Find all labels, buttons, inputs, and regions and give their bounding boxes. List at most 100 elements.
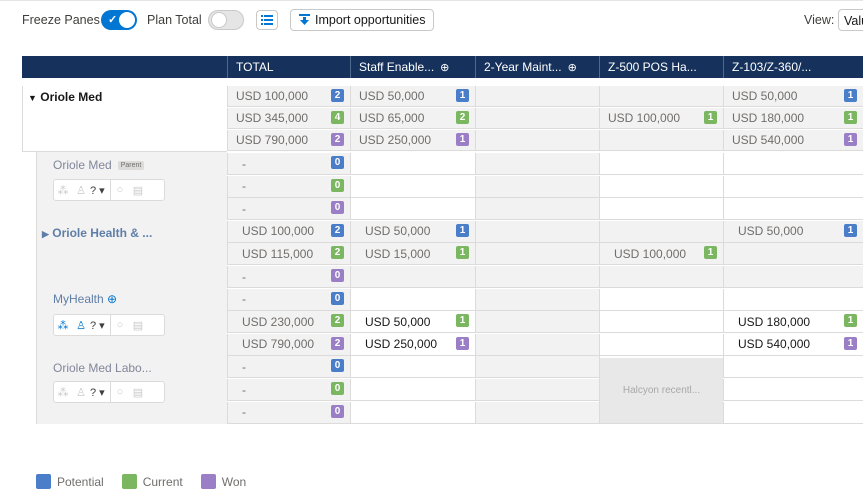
status-dropdown[interactable]: ? ▾ [90,319,105,332]
opportunity-cell[interactable]: USD 15,000 1 [350,243,475,266]
total-cell[interactable]: USD 790,000 2 [227,130,350,151]
opportunity-cell[interactable]: USD 50,000 1 [723,220,863,243]
total-cell[interactable]: USD 790,000 2 [227,333,350,356]
opportunity-cell[interactable] [350,153,475,175]
opportunity-cell[interactable] [475,175,599,198]
opportunity-cell[interactable] [723,288,863,311]
opportunity-cell[interactable] [599,266,723,288]
view-select[interactable]: Valu [838,9,863,31]
opportunity-cell[interactable]: USD 100,000 1 [599,243,723,266]
opportunity-cell[interactable] [350,288,475,311]
opportunity-cell[interactable]: USD 50,000 1 [350,86,475,107]
opportunity-cell[interactable]: USD 180,000 1 [723,311,863,334]
total-cell[interactable]: -0 [227,175,350,198]
opportunity-cell[interactable]: USD 540,000 1 [723,333,863,356]
opportunity-cell[interactable] [350,356,475,379]
status-dropdown[interactable]: ? ▾ [90,184,105,197]
opportunity-cell[interactable] [723,153,863,175]
total-cell[interactable]: -0 [227,356,350,379]
opportunity-cell[interactable] [599,153,723,175]
list-settings-button[interactable] [256,10,278,30]
opportunity-cell[interactable] [599,288,723,311]
opportunity-cell[interactable] [475,86,599,107]
account-row-oriole-med[interactable]: ▼ Oriole Med [28,90,102,104]
opportunity-cell[interactable]: USD 50,000 1 [350,220,475,243]
circle-icon[interactable]: ○ [116,386,124,398]
org-icon[interactable]: ♙ [76,386,86,399]
opportunity-cell[interactable] [350,379,475,401]
clipboard-icon[interactable]: ▤ [132,319,144,332]
opportunity-cell[interactable] [475,108,599,129]
opportunity-cell[interactable] [723,175,863,198]
chevron-down-icon[interactable]: ▼ [28,93,37,103]
account-row-oriole-med-parent[interactable]: Oriole Med Parent [53,158,145,172]
column-header-z500-pos[interactable]: Z-500 POS Ha... [599,56,723,78]
opportunity-cell[interactable] [475,198,599,221]
opportunity-cell[interactable] [475,288,599,311]
opportunity-cell[interactable] [723,356,863,379]
opportunity-cell[interactable] [723,243,863,266]
opportunity-cell[interactable]: USD 250,000 1 [350,130,475,151]
opportunity-cell[interactable]: USD 50,000 1 [723,86,863,107]
opportunity-cell[interactable]: USD 250,000 1 [350,333,475,356]
opportunity-cell[interactable] [475,243,599,266]
opportunity-cell[interactable] [599,175,723,198]
total-cell[interactable]: USD 345,000 4 [227,108,350,129]
import-opportunities-button[interactable]: Import opportunities [290,9,435,31]
column-header-staff-enable[interactable]: Staff Enable... ⊕ [350,56,475,78]
total-cell[interactable]: USD 230,000 2 [227,311,350,334]
total-cell[interactable]: -0 [227,288,350,311]
clipboard-icon[interactable]: ▤ [132,386,144,399]
opportunity-cell[interactable]: USD 180,000 1 [723,108,863,129]
opportunity-cell[interactable]: USD 100,000 1 [599,108,723,129]
target-icon[interactable]: ⊕ [440,61,450,74]
opportunity-cell[interactable] [599,86,723,107]
chevron-right-icon[interactable]: ▶ [42,229,49,239]
account-row-oriole-health[interactable]: ▶ Oriole Health & ... [42,226,152,240]
total-cell[interactable]: -0 [227,198,350,221]
freeze-panes-toggle[interactable]: ✓ [101,10,137,30]
opportunity-cell[interactable] [350,401,475,424]
account-row-myhealth[interactable]: MyHealth ⊕ [53,292,117,306]
total-cell[interactable]: -0 [227,266,350,288]
target-icon[interactable]: ⊕ [107,292,118,306]
halcyon-cell[interactable]: Halcyon recentl... [599,358,723,424]
clipboard-icon[interactable]: ▤ [132,184,144,197]
account-row-oriole-med-labo[interactable]: Oriole Med Labo... [53,361,152,375]
opportunity-cell[interactable] [475,153,599,175]
opportunity-cell[interactable] [599,220,723,243]
opportunity-cell[interactable] [475,356,599,379]
opportunity-cell[interactable] [350,175,475,198]
target-icon[interactable]: ⊕ [567,61,577,74]
opportunity-cell[interactable] [599,130,723,151]
column-header-z103[interactable]: Z-103/Z-360/... [723,56,863,78]
org-icon[interactable]: ♙ [76,184,86,197]
hierarchy-icon[interactable]: ⁂ [57,386,69,399]
hierarchy-icon[interactable]: ⁂ [57,319,69,332]
opportunity-cell[interactable] [350,266,475,288]
opportunity-cell[interactable] [599,311,723,334]
opportunity-cell[interactable] [475,333,599,356]
circle-icon[interactable]: ○ [116,184,124,196]
total-cell[interactable]: USD 100,000 2 [227,220,350,243]
status-dropdown[interactable]: ? ▾ [90,386,105,399]
org-icon[interactable]: ♙ [76,319,86,332]
total-cell[interactable]: -0 [227,153,350,175]
opportunity-cell[interactable] [723,266,863,288]
total-cell[interactable]: USD 100,000 2 [227,86,350,107]
total-cell[interactable]: -0 [227,401,350,424]
opportunity-cell[interactable]: USD 65,000 2 [350,108,475,129]
total-cell[interactable]: USD 115,000 2 [227,243,350,266]
opportunity-cell[interactable] [475,311,599,334]
circle-icon[interactable]: ○ [116,319,124,331]
opportunity-cell[interactable] [350,198,475,221]
opportunity-cell[interactable] [475,401,599,424]
opportunity-cell[interactable] [723,401,863,424]
opportunity-cell[interactable] [723,198,863,221]
column-header-total[interactable]: TOTAL [227,56,350,78]
hierarchy-icon[interactable]: ⁂ [57,184,69,197]
opportunity-cell[interactable] [475,266,599,288]
plan-total-toggle[interactable] [208,10,244,30]
opportunity-cell[interactable] [475,130,599,151]
opportunity-cell[interactable]: USD 50,000 1 [350,311,475,334]
